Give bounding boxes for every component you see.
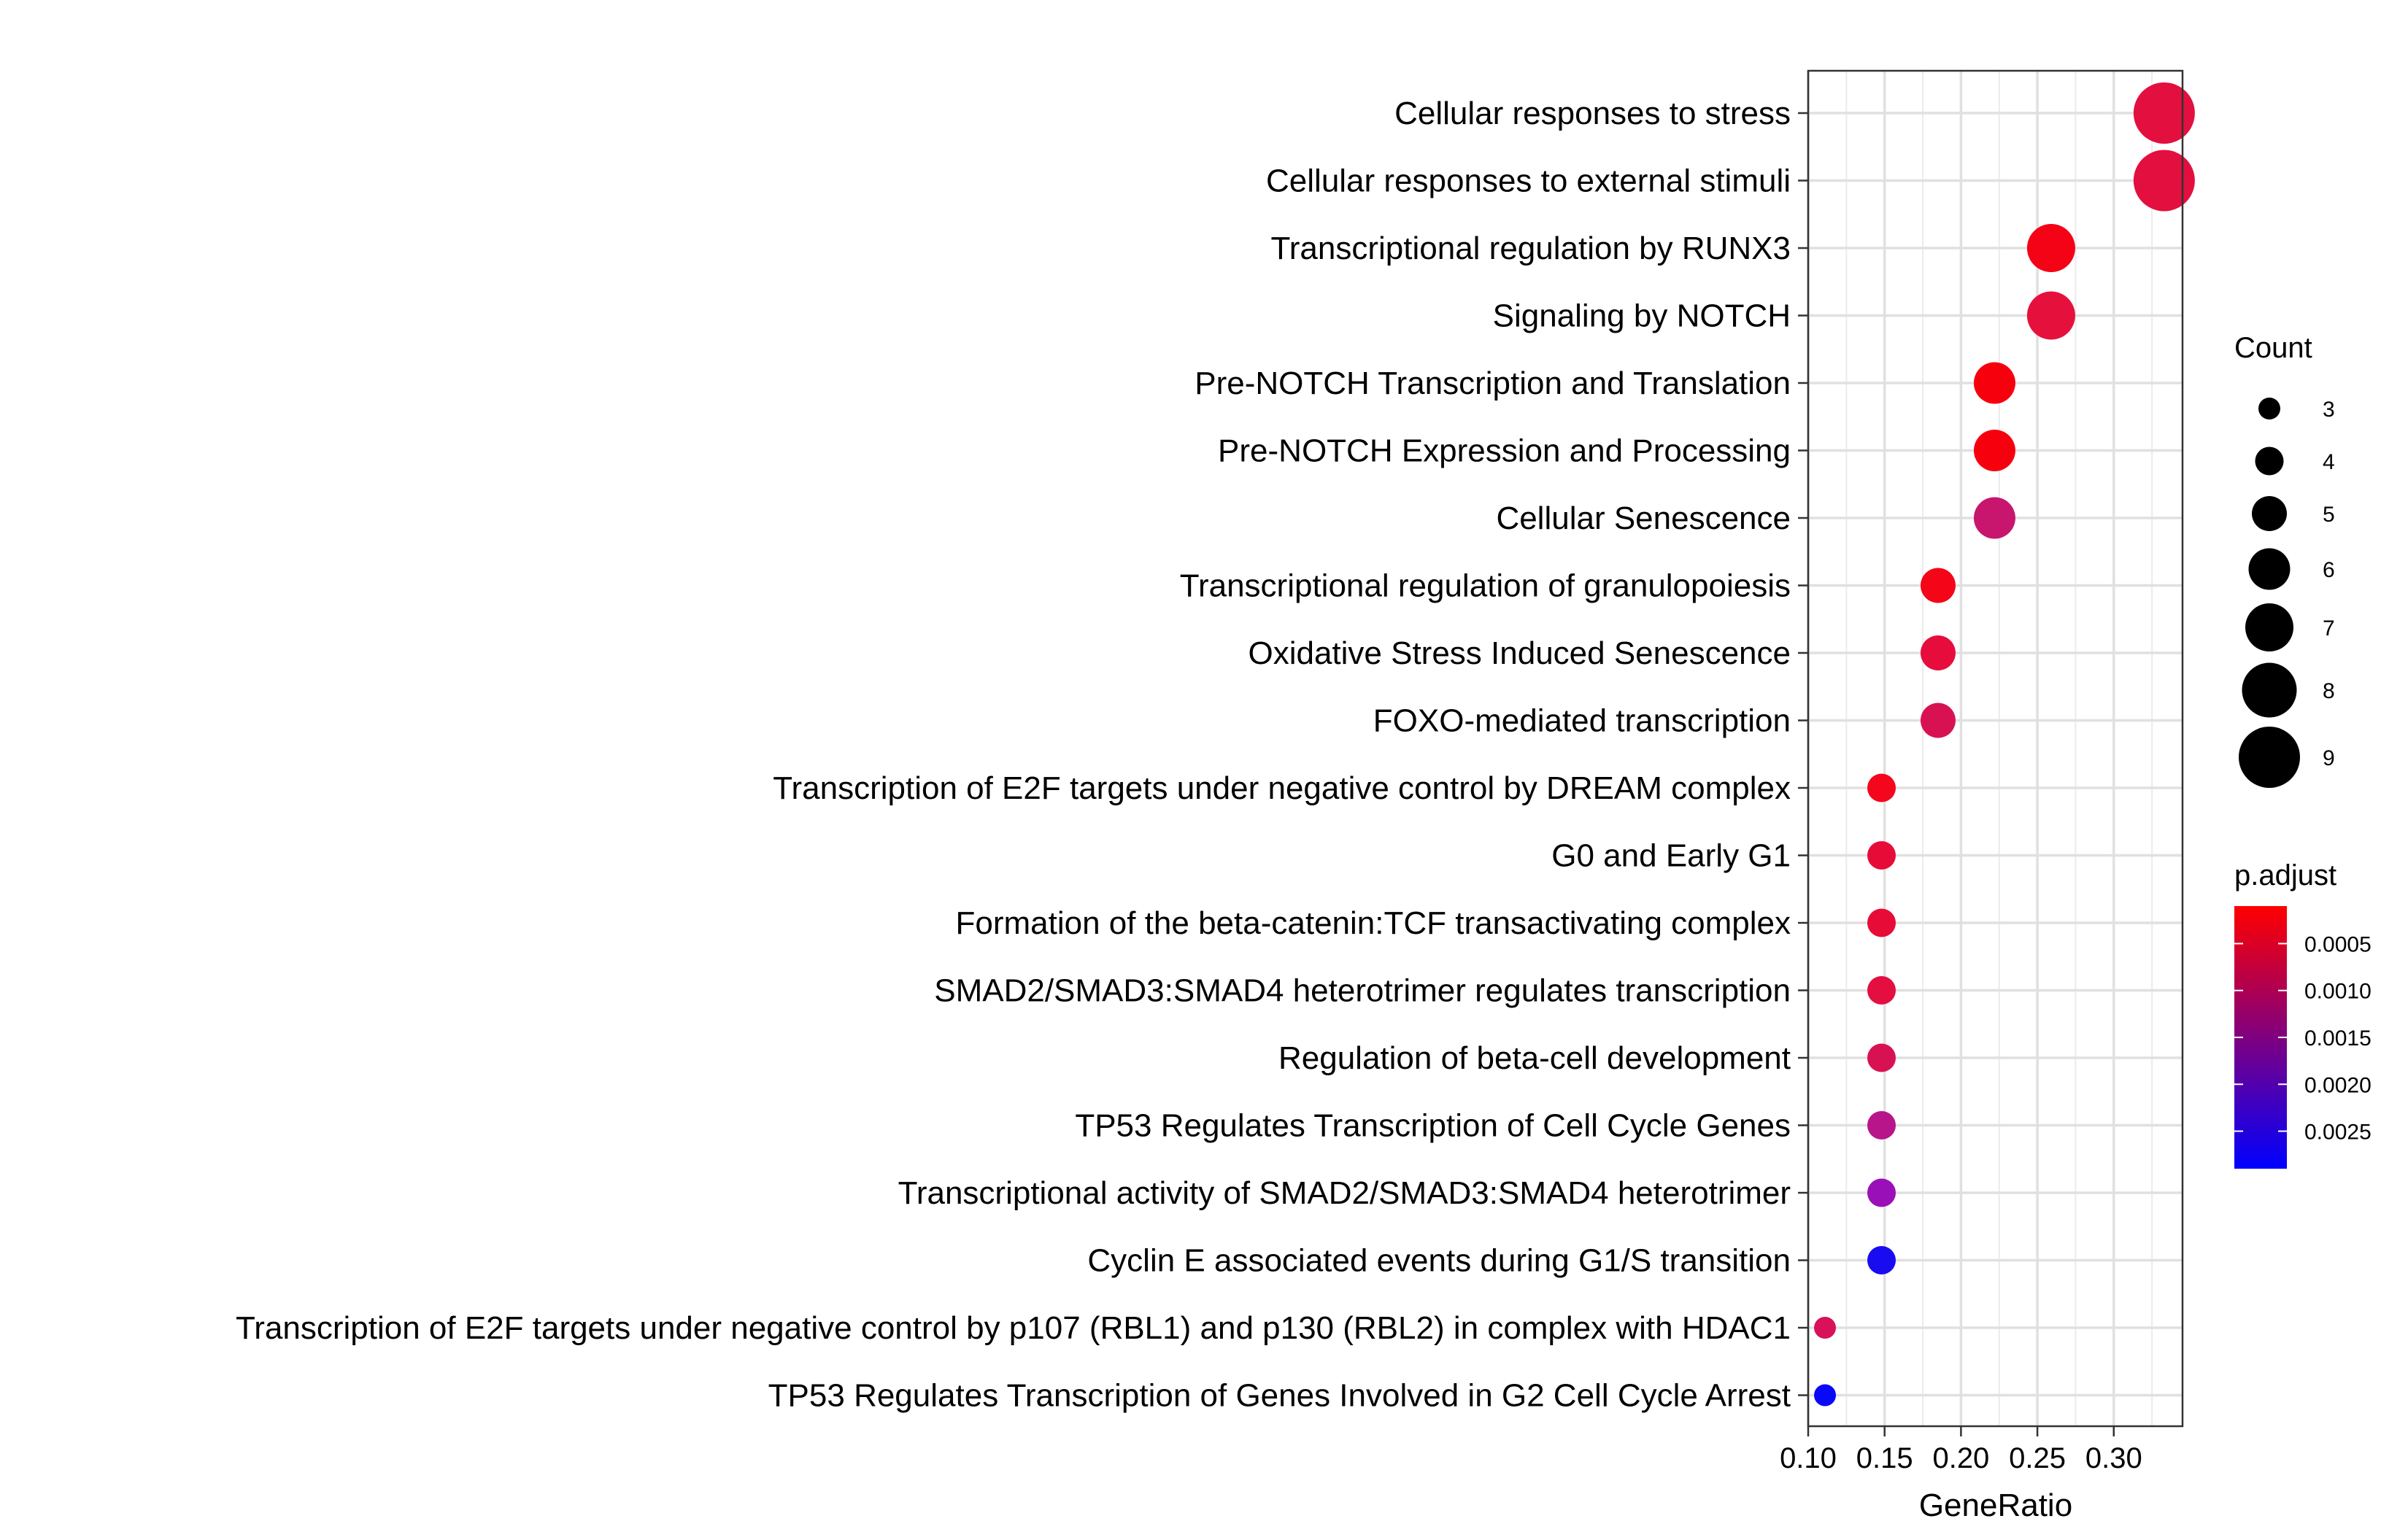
data-point — [1867, 1043, 1896, 1072]
y-tick-label: Cellular Senescence — [1496, 500, 1791, 536]
y-tick-label: Cellular responses to external stimuli — [1266, 163, 1791, 199]
x-tick-label: 0.30 — [2085, 1442, 2142, 1474]
padjust-legend-title: p.adjust — [2234, 859, 2336, 891]
y-tick-label: G0 and Early G1 — [1551, 838, 1791, 874]
padjust-legend-label: 0.0025 — [2304, 1121, 2372, 1145]
y-tick-label: Regulation of beta-cell development — [1278, 1040, 1791, 1076]
data-point — [1867, 1111, 1896, 1140]
count-legend-dot — [2258, 398, 2280, 419]
count-legend-label: 4 — [2323, 450, 2335, 474]
data-point — [1920, 703, 1956, 738]
data-point — [1973, 497, 2015, 539]
y-tick-label: Signaling by NOTCH — [1493, 298, 1791, 334]
count-legend: Count 3 4 5 6 7 8 9 — [2234, 332, 2335, 788]
count-legend-dot — [2242, 662, 2297, 718]
data-point — [1973, 362, 2015, 404]
y-tick-label: Transcriptional regulation of granulopoi… — [1180, 568, 1791, 604]
padjust-legend: p.adjust 0.0005 0.0010 0.0015 0.0020 0.0025 — [2234, 859, 2372, 1169]
y-tick-label: Cyclin E associated events during G1/S t… — [1087, 1243, 1791, 1279]
x-axis: 0.10 0.15 0.20 0.25 0.30 — [1780, 1426, 2142, 1474]
data-point — [1867, 908, 1896, 937]
y-tick-label: SMAD2/SMAD3:SMAD4 heterotrimer regulates… — [934, 973, 1791, 1009]
padjust-legend-label: 0.0020 — [2304, 1073, 2372, 1097]
data-point — [1814, 1384, 1837, 1407]
x-axis-title: GeneRatio — [1919, 1487, 2072, 1523]
data-point — [2133, 82, 2195, 144]
count-legend-label: 3 — [2323, 398, 2335, 422]
data-point — [1814, 1317, 1837, 1339]
panel-border — [1807, 69, 2184, 1428]
data-point — [2026, 291, 2075, 340]
count-legend-dot — [2239, 727, 2300, 788]
count-legend-title: Count — [2234, 332, 2312, 364]
x-tick-label: 0.20 — [1932, 1442, 1989, 1474]
y-tick-label: Transcriptional activity of SMAD2/SMAD3:… — [898, 1175, 1791, 1211]
y-tick-label: Transcription of E2F targets under negat… — [773, 770, 1791, 806]
grid — [1807, 71, 2183, 1426]
x-tick-label: 0.25 — [2009, 1442, 2066, 1474]
count-legend-dot — [2255, 446, 2284, 476]
x-tick-label: 0.15 — [1856, 1442, 1913, 1474]
padjust-legend-label: 0.0005 — [2304, 932, 2372, 956]
padjust-legend-label: 0.0015 — [2304, 1026, 2372, 1051]
data-point — [1867, 841, 1896, 870]
y-tick-label: Pre-NOTCH Expression and Processing — [1218, 433, 1791, 469]
count-legend-dot — [2252, 496, 2287, 531]
y-tick-label: Transcriptional regulation by RUNX3 — [1271, 231, 1791, 266]
data-point — [1920, 635, 1956, 670]
count-legend-label: 8 — [2323, 679, 2335, 703]
data-points — [1814, 82, 2195, 1407]
y-tick-label: Pre-NOTCH Transcription and Translation — [1195, 365, 1791, 401]
data-point — [1867, 976, 1896, 1005]
y-tick-label: Oxidative Stress Induced Senescence — [1248, 635, 1791, 671]
y-tick-label: TP53 Regulates Transcription of Cell Cyc… — [1075, 1108, 1791, 1144]
y-axis: Cellular responses to stress Cellular res… — [236, 96, 1808, 1414]
y-tick-label: Transcription of E2F targets under negat… — [236, 1310, 1791, 1346]
y-tick-label: FOXO-mediated transcription — [1373, 703, 1791, 739]
data-point — [1867, 773, 1896, 802]
padjust-legend-label: 0.0010 — [2304, 980, 2372, 1004]
count-legend-dot — [2245, 603, 2293, 651]
data-point — [1920, 568, 1956, 603]
y-tick-label: TP53 Regulates Transcription of Genes In… — [768, 1378, 1791, 1414]
data-point — [1867, 1178, 1896, 1207]
data-point — [1867, 1246, 1896, 1274]
data-point — [2133, 150, 2195, 212]
count-legend-label: 9 — [2323, 746, 2335, 770]
x-tick-label: 0.10 — [1780, 1442, 1837, 1474]
data-point — [1973, 430, 2015, 471]
data-point — [2026, 224, 2075, 272]
count-legend-label: 7 — [2323, 616, 2335, 641]
count-legend-label: 5 — [2323, 503, 2335, 527]
count-legend-dot — [2248, 548, 2291, 590]
y-tick-label: Formation of the beta-catenin:TCF transa… — [955, 905, 1791, 941]
y-tick-label: Cellular responses to stress — [1394, 96, 1791, 131]
count-legend-label: 6 — [2323, 558, 2335, 582]
